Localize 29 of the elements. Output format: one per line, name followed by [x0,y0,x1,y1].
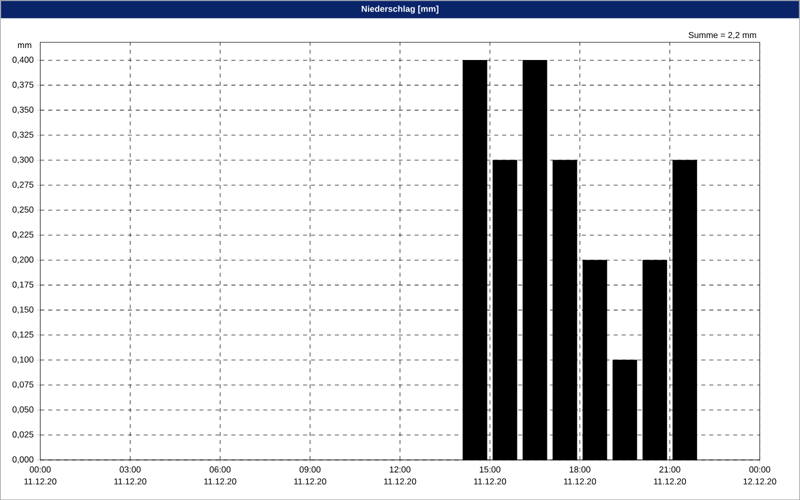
x-tick-label: 03:00 11.12.20 [114,466,146,484]
y-tick-label: 0,175 [12,281,34,289]
y-tick-label: 0,000 [12,456,34,464]
text: Summe = 2,2 mm [688,32,756,39]
y-tick-label: 0,300 [12,156,34,164]
y-tick-label: 0,350 [12,106,34,114]
y-tick-label: 0,225 [12,231,34,239]
y-tick-label: 0,100 [12,356,34,364]
y-tick-label: 0,075 [12,381,34,388]
chart-title: Niederschlag [mm] [362,5,438,14]
y-tick-label: 0,200 [12,256,34,264]
x-tick-label: 21:00 11.12.20 [654,466,686,484]
y-tick-label: 0,400 [12,56,34,64]
x-tick-label: 06:00 11.12.20 [204,466,236,484]
y-tick-label: 0,050 [12,406,34,414]
y-tick-label: 0,375 [12,82,34,89]
x-tick-label: 15:00 11.12.20 [474,466,506,484]
y-tick-label: 0,250 [12,206,34,214]
y-tick-label: 0,125 [12,331,34,338]
y-tick-label: 0,325 [12,132,34,139]
x-tick-label: 09:00 11.12.20 [294,466,326,484]
y-tick-label: 0,275 [12,181,34,189]
y-tick-label: 0,150 [12,306,34,314]
y-tick-label: 0,025 [12,431,34,438]
x-tick-label: 18:00 11.12.20 [564,466,596,484]
y-axis-title: mm [18,43,32,48]
x-tick-label: 00:00 12.12.20 [744,466,776,484]
x-tick-label: 00:00 11.12.20 [24,466,56,484]
x-tick-label: 12:00 11.12.20 [384,466,416,484]
